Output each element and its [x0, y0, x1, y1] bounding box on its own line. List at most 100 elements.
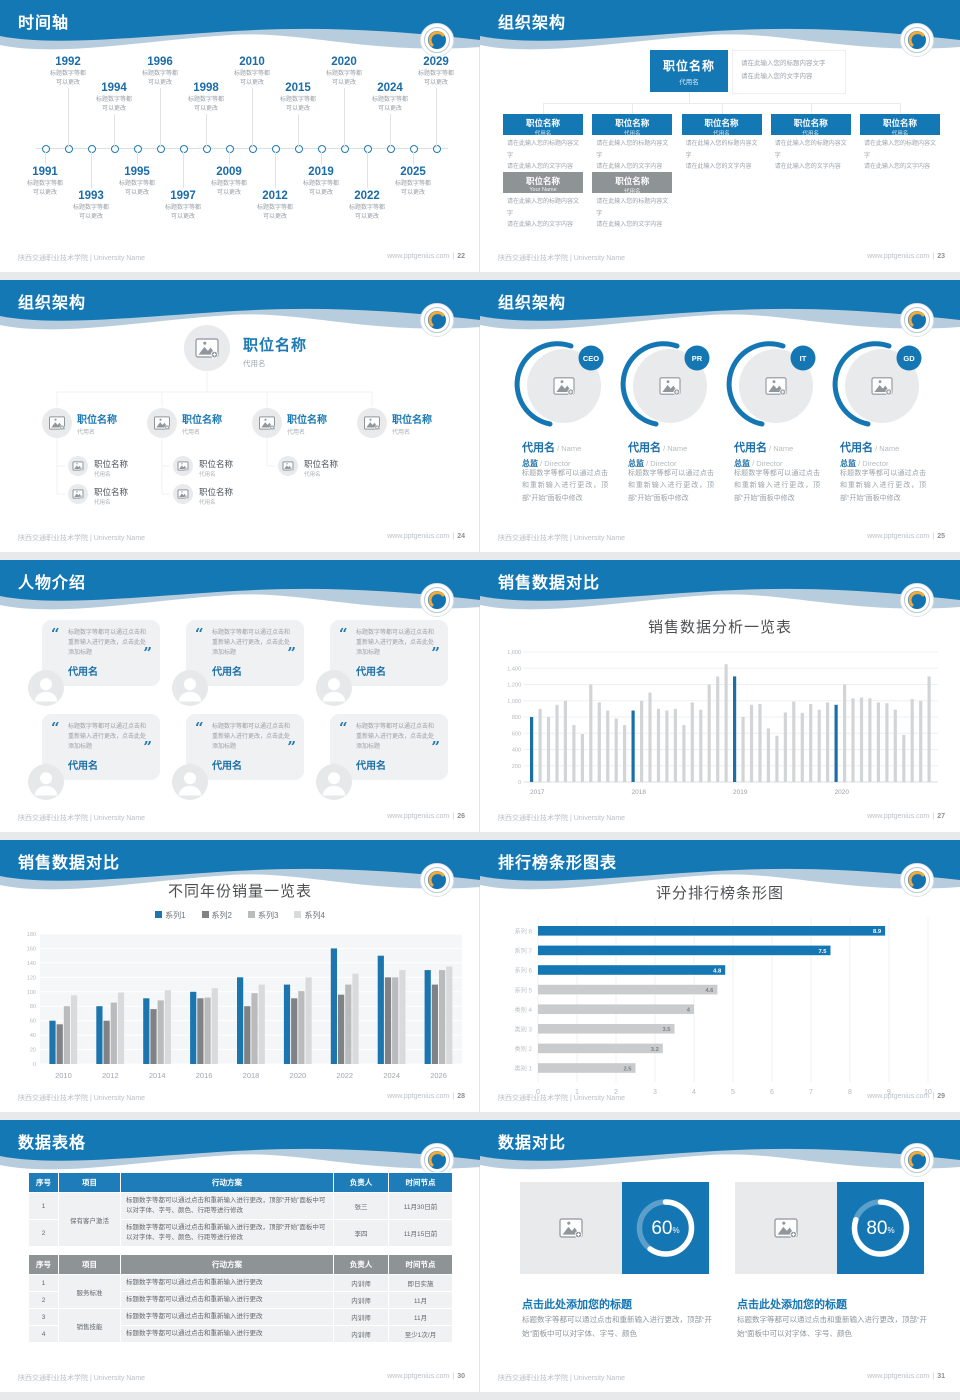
- path: [185, 468, 188, 470]
- chart-title: 不同年份销量一览表: [167, 883, 312, 900]
- x-tick-label: 2020: [835, 789, 850, 796]
- path: [569, 390, 573, 394]
- timeline-note: 标题数字等都可以更改: [187, 97, 224, 112]
- timeline-year: 1994: [101, 82, 127, 94]
- slide-page-27[interactable]: 销售数据对比 销售数据分析一览表 0 200 400 600 800 1,000 1,200…: [480, 560, 960, 832]
- person-name-line: 代用名 / Name: [522, 438, 612, 456]
- footer-university: 陕西交通职业技术学院 | University Name: [18, 255, 146, 262]
- legend-item: 系列4: [294, 910, 325, 921]
- slide-page-25[interactable]: 组织架构 CEO PR IT GD 代用名 / Name 总监 / Director 标题数…: [480, 280, 960, 552]
- slide-page-23[interactable]: 组织架构 职位名称 代用名 请在此输入您的标题内容文字 请在此输入您的文字内容 职位名称…: [480, 0, 960, 272]
- role-badge: [578, 345, 604, 371]
- slide-title: 销售数据对比: [498, 575, 601, 592]
- image-placeholder-icon: [49, 416, 65, 431]
- timeline-stem: [183, 152, 184, 188]
- org-child-note: 请在此输入您的标题内容文字 请在此输入您的文字内容: [592, 137, 672, 176]
- slide-footer: 陕西交通职业技术学院 | University Name www.pptgeni…: [498, 1373, 945, 1383]
- legend-swatch: [201, 911, 209, 918]
- school-logo-icon: [900, 1143, 934, 1177]
- org-branch-name: 代用名: [392, 430, 411, 436]
- org-leaf-title: 职位名称: [304, 459, 339, 469]
- header-wave: [480, 1120, 960, 1177]
- role-badge-label: PR: [692, 354, 703, 363]
- page-number: 28: [457, 1093, 465, 1100]
- quote-close-icon: ”: [431, 644, 440, 662]
- timeline-note: 标题数字等都可以更改: [302, 181, 339, 196]
- x-tick-label: 2014: [149, 1071, 166, 1080]
- bar: [868, 698, 872, 782]
- org-extra-note: 请在此输入您的标题内容文字 请在此输入您的文字内容: [592, 195, 672, 234]
- y-tick-label: 0: [518, 780, 521, 786]
- plot-background: [40, 934, 462, 1064]
- bar: [291, 998, 298, 1064]
- table-cell: 标题数字等都可以通过点击和重新输入进行更改: [120, 1325, 334, 1344]
- person-role-en: / Director: [538, 459, 571, 468]
- quote-text: 标题数字等都可以通过点击和重新输入进行更改，点击此处添加标题: [212, 724, 291, 750]
- timeline-year: 2010: [239, 56, 265, 68]
- legend-swatch: [155, 911, 163, 918]
- org-leaf-name: 代用名: [94, 500, 111, 506]
- path: [428, 1151, 445, 1167]
- footer-site: www.pptgenius.com | 29: [867, 1093, 945, 1100]
- person-name: 代用名: [212, 761, 242, 772]
- x-tick-label: 7: [809, 1089, 813, 1096]
- x-tick-label: 2016: [196, 1071, 213, 1080]
- bar: [707, 684, 711, 782]
- path: [428, 871, 445, 887]
- bar: [623, 725, 627, 782]
- slide-page-29[interactable]: 排行榜条形图表 评分排行榜条形图 0 1 2 3 4 5 6 7 8 9 10 系列 8 8.9 系列 7…: [480, 840, 960, 1112]
- path: [178, 691, 202, 702]
- slide-page-22[interactable]: 时间轴 1992 标题数字等都可以更改 1994 标题数字等都可以更改 1996 标题数字…: [0, 0, 480, 272]
- slide-footer: 陕西交通职业技术学院 | University Name www.pptgeni…: [498, 533, 945, 543]
- y-tick-label: 60: [30, 1019, 36, 1025]
- tree-connectors: [161, 438, 170, 495]
- quote-text: 标题数字等都可以通过点击和重新输入进行更改，点击此处添加标题: [356, 630, 435, 656]
- person-icon: [322, 772, 346, 796]
- footer-university: 陕西交通职业技术学院 | University Name: [498, 1375, 626, 1382]
- monthly-chart-svg: 0 200 400 600 800 1,000 1,200 1,400 1,600 2017 201…: [507, 650, 938, 796]
- slide-page-28[interactable]: 销售数据对比 不同年份销量一览表 系列1 系列2 系列3 系列4 0 20 40 60 80 1…: [0, 840, 480, 1112]
- connector: [721, 103, 723, 114]
- org-extra-note-line: 请在此输入您的标题内容文字: [596, 199, 669, 217]
- legend-item: 系列1: [155, 910, 186, 921]
- path: [284, 465, 292, 469]
- path: [366, 422, 378, 428]
- circle: [76, 491, 78, 493]
- table-cell: 11月: [388, 1291, 453, 1310]
- person-name: 代用名: [356, 761, 386, 772]
- tree-connectors: [56, 372, 373, 407]
- bar: [244, 1006, 251, 1064]
- bar: [283, 984, 291, 1064]
- slide-page-26[interactable]: 人物介绍 “标题数字等都可以通过点击和重新输入进行更改，点击此处添加标题” 代用名…: [0, 560, 480, 832]
- slide-footer: 陕西交通职业技术学院 | University Name www.pptgeni…: [18, 1373, 465, 1383]
- slide-page-30[interactable]: 数据表格 序号 项目 行动方案 负责人 时间节点 1 保有客户激活 标题数字等都可以通过点击和…: [0, 1120, 480, 1392]
- quote-open-icon: “: [195, 719, 204, 737]
- bar: [150, 1009, 157, 1064]
- slide-page-31[interactable]: 数据对比 60% 点击此处添加您的标题 标题数字等都可以通过点击和重新输入进行更改，…: [480, 1120, 960, 1392]
- circle: [181, 463, 183, 465]
- person-desc: 标题数字等都可以通过点击和重新输入进行更改，顶部“开始”面板中修改: [734, 470, 820, 502]
- org-extra-box: 职位名称 Your Name: [503, 172, 583, 193]
- bar: [424, 970, 431, 1064]
- bar-value-label: 3.5: [662, 1027, 671, 1033]
- timeline-entry: 1991 标题数字等都可以更改: [23, 166, 67, 198]
- profile-arc: [620, 341, 680, 427]
- slide-title: 数据表格: [18, 1135, 87, 1152]
- slide-page-24[interactable]: 组织架构 职位名称 代用名 职位名称 代用名 职位名称 代用名 职位名称 代用名 职位名称 代用名…: [0, 280, 480, 552]
- bar: [96, 1006, 103, 1064]
- table-cell: 即日实施: [388, 1273, 453, 1293]
- donut-value-arc: [636, 1199, 695, 1257]
- path: [270, 426, 274, 429]
- bar: [197, 998, 204, 1064]
- footer-site: www.pptgenius.com | 26: [387, 813, 465, 820]
- org-tree-graphics: [42, 325, 387, 504]
- table-cell: 标题数字等都可以通过点击和重新输入进行更改: [120, 1291, 334, 1310]
- path: [322, 691, 346, 702]
- footer-site: www.pptgenius.com | 31: [867, 1373, 945, 1380]
- table-cell: 11月15日前: [388, 1219, 453, 1248]
- quote-close-icon: ”: [143, 644, 152, 662]
- bar: [538, 1043, 663, 1054]
- person-name-en: / Name: [555, 444, 582, 453]
- circle: [184, 678, 196, 691]
- org-child-note: 请在此输入您的标题内容文字 请在此输入您的文字内容: [682, 137, 762, 176]
